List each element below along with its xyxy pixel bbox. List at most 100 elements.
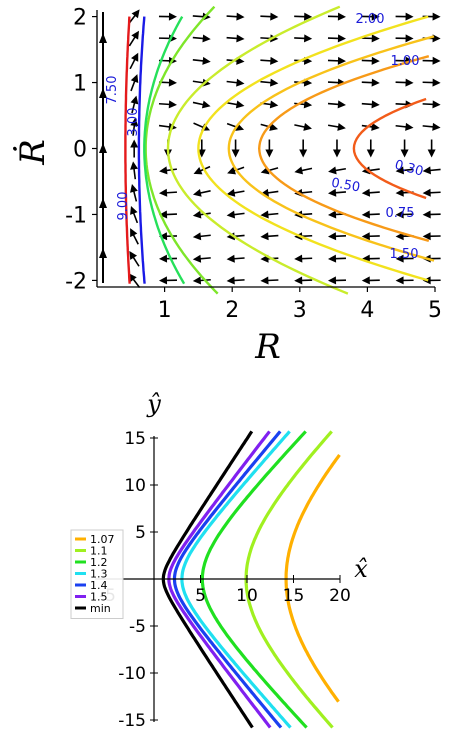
field-arrow (260, 232, 279, 241)
x-tick-label: 5 (195, 586, 206, 606)
field-arrow (130, 183, 138, 202)
contour-line-1.00 (197, 15, 429, 282)
field-arrow (422, 56, 441, 65)
x-tick-label: 10 (236, 586, 258, 606)
field-arrow (129, 52, 139, 70)
field-arrow (327, 254, 347, 263)
field-arrow (158, 232, 178, 241)
field-arrow (395, 12, 414, 21)
field-arrow (422, 232, 441, 241)
edge-arrowhead (99, 198, 107, 208)
field-arrow (361, 12, 380, 21)
y-tick-label: 15 (124, 429, 146, 449)
field-arrow (128, 9, 140, 25)
legend-label: 1.5 (90, 591, 108, 604)
field-arrow (128, 30, 139, 47)
y-tick-label: 2 (73, 6, 87, 31)
field-arrow (332, 139, 341, 158)
x-tick-label: 2 (225, 298, 239, 323)
field-arrow (361, 78, 380, 87)
contour-line-9.00 (137, 16, 146, 284)
y-tick-label: -5 (129, 617, 146, 637)
field-arrow (130, 139, 139, 158)
field-arrow (226, 100, 245, 109)
field-arrow (130, 206, 139, 224)
field-arrow (158, 210, 178, 219)
contour-line-2.00 (144, 5, 219, 295)
legend-item: 1.07 (75, 533, 115, 546)
field-arrow (158, 100, 177, 109)
field-arrow (427, 139, 436, 158)
contour-line-3.00 (143, 16, 186, 285)
field-arrow (361, 56, 380, 65)
field-arrow (130, 161, 139, 180)
edge-arrowhead (99, 88, 107, 98)
y-tick-label: 1 (73, 72, 87, 97)
field-arrow (294, 276, 313, 285)
contour-lines (124, 5, 435, 295)
legend-box (70, 529, 124, 619)
legend-item: min (75, 602, 111, 615)
x-tick-label: 3 (293, 298, 307, 323)
field-arrow (294, 166, 313, 175)
y-tick-label: -15 (118, 711, 146, 731)
direction-field (99, 9, 441, 289)
contour-line-0.75 (227, 35, 435, 262)
field-arrow (192, 56, 211, 65)
contour-label: 0.30 (393, 158, 425, 180)
field-arrow (260, 276, 279, 285)
legend-label: 1.3 (90, 568, 108, 581)
field-arrow (294, 34, 313, 43)
edge-arrowhead (99, 143, 107, 153)
field-arrow (299, 139, 308, 158)
contour-label: 0.50 (330, 176, 361, 196)
field-arrow (294, 123, 312, 131)
legend-label: min (90, 602, 111, 615)
field-arrow (192, 232, 211, 241)
field-arrow (226, 12, 245, 21)
field-arrow (422, 188, 441, 197)
tick-labels: 1 2 3 4 5 2 1 0 -1 -2 (65, 6, 442, 323)
y-tick-label: 5 (135, 523, 146, 543)
y-axis-label: Ṙ (13, 139, 53, 166)
field-arrow (422, 166, 441, 175)
field-arrow (327, 276, 346, 285)
field-arrow (192, 188, 211, 197)
contour-label: 2.00 (356, 12, 385, 27)
legend-label: 1.1 (90, 545, 108, 558)
contour-label: 0.75 (386, 206, 415, 221)
field-arrow (158, 12, 177, 21)
y-tick-label: -2 (65, 269, 87, 294)
field-arrow (328, 188, 347, 197)
field-arrow (361, 232, 380, 241)
x-axis-label: x̂ (354, 555, 368, 583)
field-arrow (231, 139, 240, 158)
legend-label: 1.2 (90, 556, 108, 569)
field-arrow (158, 188, 178, 197)
x-tick-label: 20 (329, 586, 351, 606)
field-arrow (226, 276, 245, 285)
field-arrow (260, 56, 279, 65)
field-arrow (395, 210, 414, 219)
field-arrow (260, 12, 279, 21)
y-tick-label: 10 (124, 476, 146, 496)
phase-portrait-chart: 2.00 1.00 7.50 3.00 0.30 0.50 0.75 1.50 9.00 1 2 3… (13, 5, 442, 360)
y-tick-label: -10 (118, 664, 146, 684)
field-arrow (327, 34, 346, 43)
contour-label: 9.00 (116, 192, 131, 221)
field-arrow (129, 251, 140, 267)
field-arrow (130, 228, 139, 245)
field-arrow (361, 276, 380, 285)
field-arrow (400, 139, 409, 158)
x-tick-label: 1 (158, 298, 172, 323)
legend-item: 1.4 (75, 579, 108, 592)
field-arrow (327, 12, 346, 21)
field-arrow (327, 56, 346, 65)
contour-line-0.30 (352, 97, 427, 200)
x-tick-label: 15 (283, 586, 305, 606)
field-arrow (197, 139, 206, 158)
field-arrow (130, 74, 139, 92)
field-arrow (395, 166, 414, 175)
